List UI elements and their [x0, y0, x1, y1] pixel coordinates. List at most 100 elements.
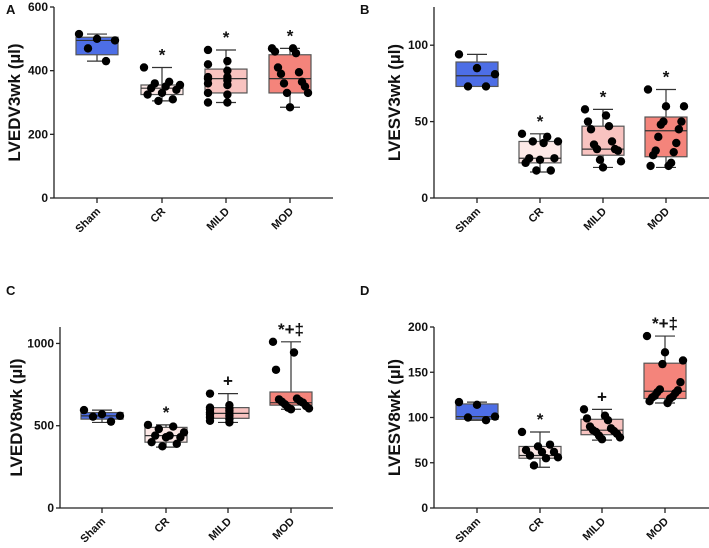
data-point	[205, 389, 215, 398]
data-point	[83, 44, 93, 53]
significance-marker: *	[223, 28, 230, 47]
y-axis-label: LVESV3wk (µl)	[385, 44, 404, 161]
data-point	[143, 420, 153, 430]
data-point	[101, 56, 111, 66]
data-point	[676, 378, 685, 387]
data-point	[110, 36, 120, 45]
box-mild: MILD +	[205, 372, 250, 543]
y-axis-label: LVEDV3wk (µl)	[5, 43, 24, 161]
data-point	[648, 151, 658, 160]
data-point	[106, 417, 116, 426]
data-point	[157, 88, 167, 98]
data-point	[601, 111, 611, 120]
significance-marker: +	[223, 372, 233, 391]
data-point	[154, 424, 163, 434]
data-point	[678, 356, 688, 365]
box-mod: MOD *	[267, 26, 313, 233]
y-tick-label: 600	[28, 0, 48, 14]
box-cr: CR *	[517, 112, 563, 225]
data-point	[550, 154, 559, 163]
data-point	[537, 447, 547, 457]
data-point	[172, 85, 181, 94]
data-point	[273, 63, 283, 72]
data-point	[645, 397, 654, 406]
data-point	[595, 155, 605, 164]
data-point	[481, 416, 491, 425]
x-tick-label: Sham	[78, 515, 108, 545]
data-point	[543, 132, 552, 142]
data-point	[472, 400, 482, 410]
data-point	[158, 442, 167, 451]
data-point	[490, 70, 500, 79]
data-point	[289, 348, 299, 357]
x-tick-label: MILD	[581, 516, 609, 544]
y-tick-label: 100	[408, 38, 428, 52]
data-point	[661, 102, 671, 111]
data-point	[223, 90, 232, 99]
panel-B: B 0 50 100 LVESV3wk (µl) Sham CR * MILD * MOD *	[360, 2, 709, 235]
data-point	[472, 63, 482, 73]
significance-marker: *	[159, 45, 166, 64]
y-tick-label: 0	[41, 191, 48, 205]
data-point	[279, 79, 289, 88]
x-tick-label: CR	[152, 516, 172, 536]
x-tick-label: MOD	[645, 206, 672, 233]
y-tick-label: 50	[415, 456, 429, 470]
data-point	[223, 56, 232, 66]
data-point	[223, 80, 232, 90]
data-point	[607, 137, 617, 146]
box-cr: CR *	[517, 410, 563, 535]
data-point	[139, 63, 149, 72]
data-point	[654, 132, 663, 142]
data-point	[454, 397, 464, 407]
significance-marker: *	[537, 112, 544, 131]
x-tick-label: Sham	[453, 205, 483, 235]
data-point	[74, 29, 84, 39]
y-tick-label: 0	[421, 191, 428, 205]
y-tick-label: 500	[34, 419, 54, 433]
panel-A: A 0 200 400 600 LVEDV3wk (µl) Sham CR * MILD * MOD *	[5, 0, 333, 235]
panel-label: A	[6, 2, 16, 17]
data-point	[553, 453, 563, 462]
box-sham: Sham	[453, 397, 500, 545]
data-point	[203, 98, 213, 107]
data-point	[545, 440, 555, 449]
data-point	[521, 158, 530, 168]
data-point	[677, 117, 686, 126]
data-point	[203, 60, 213, 69]
y-tick-label: 150	[408, 365, 428, 379]
data-point	[168, 95, 177, 104]
x-tick-label: Sham	[453, 515, 483, 545]
data-point	[147, 437, 156, 447]
data-point	[615, 433, 625, 442]
data-point	[115, 411, 125, 421]
data-point	[532, 166, 541, 175]
significance-marker: *+‡	[652, 314, 678, 333]
box-cr: CR *	[143, 403, 189, 536]
data-point	[223, 66, 232, 75]
data-point	[463, 82, 473, 91]
box-mild: MILD *	[580, 87, 626, 233]
data-point	[541, 454, 551, 463]
data-point	[203, 88, 213, 98]
data-point	[582, 414, 592, 423]
data-point	[294, 68, 304, 77]
data-point	[586, 125, 596, 134]
data-point	[643, 85, 653, 94]
data-point	[169, 422, 178, 431]
data-point	[276, 69, 286, 79]
data-point	[597, 435, 607, 444]
data-point	[79, 405, 89, 415]
significance-marker: *	[287, 26, 294, 45]
data-point	[580, 105, 590, 114]
data-point	[616, 157, 626, 166]
panel-D: D 0 50 100 150 200 LVESV8wk (µl) Sham CR * MILD + MO…	[360, 283, 709, 545]
data-point	[291, 48, 301, 58]
data-point	[88, 412, 98, 421]
box-mod: MOD *+‡	[268, 320, 314, 542]
x-tick-label: MOD	[269, 206, 296, 233]
data-point	[151, 431, 160, 440]
data-point	[176, 433, 185, 442]
data-point	[270, 47, 280, 56]
